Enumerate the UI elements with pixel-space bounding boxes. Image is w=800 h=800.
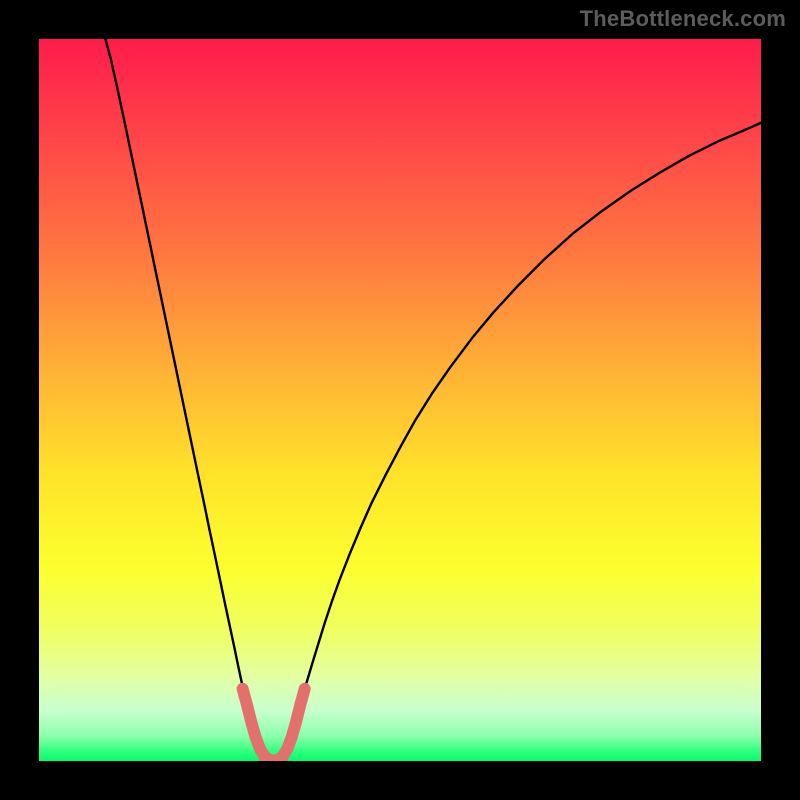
bottleneck-chart xyxy=(0,0,800,800)
plot-background xyxy=(39,39,761,761)
figure-container: TheBottleneck.com xyxy=(0,0,800,800)
